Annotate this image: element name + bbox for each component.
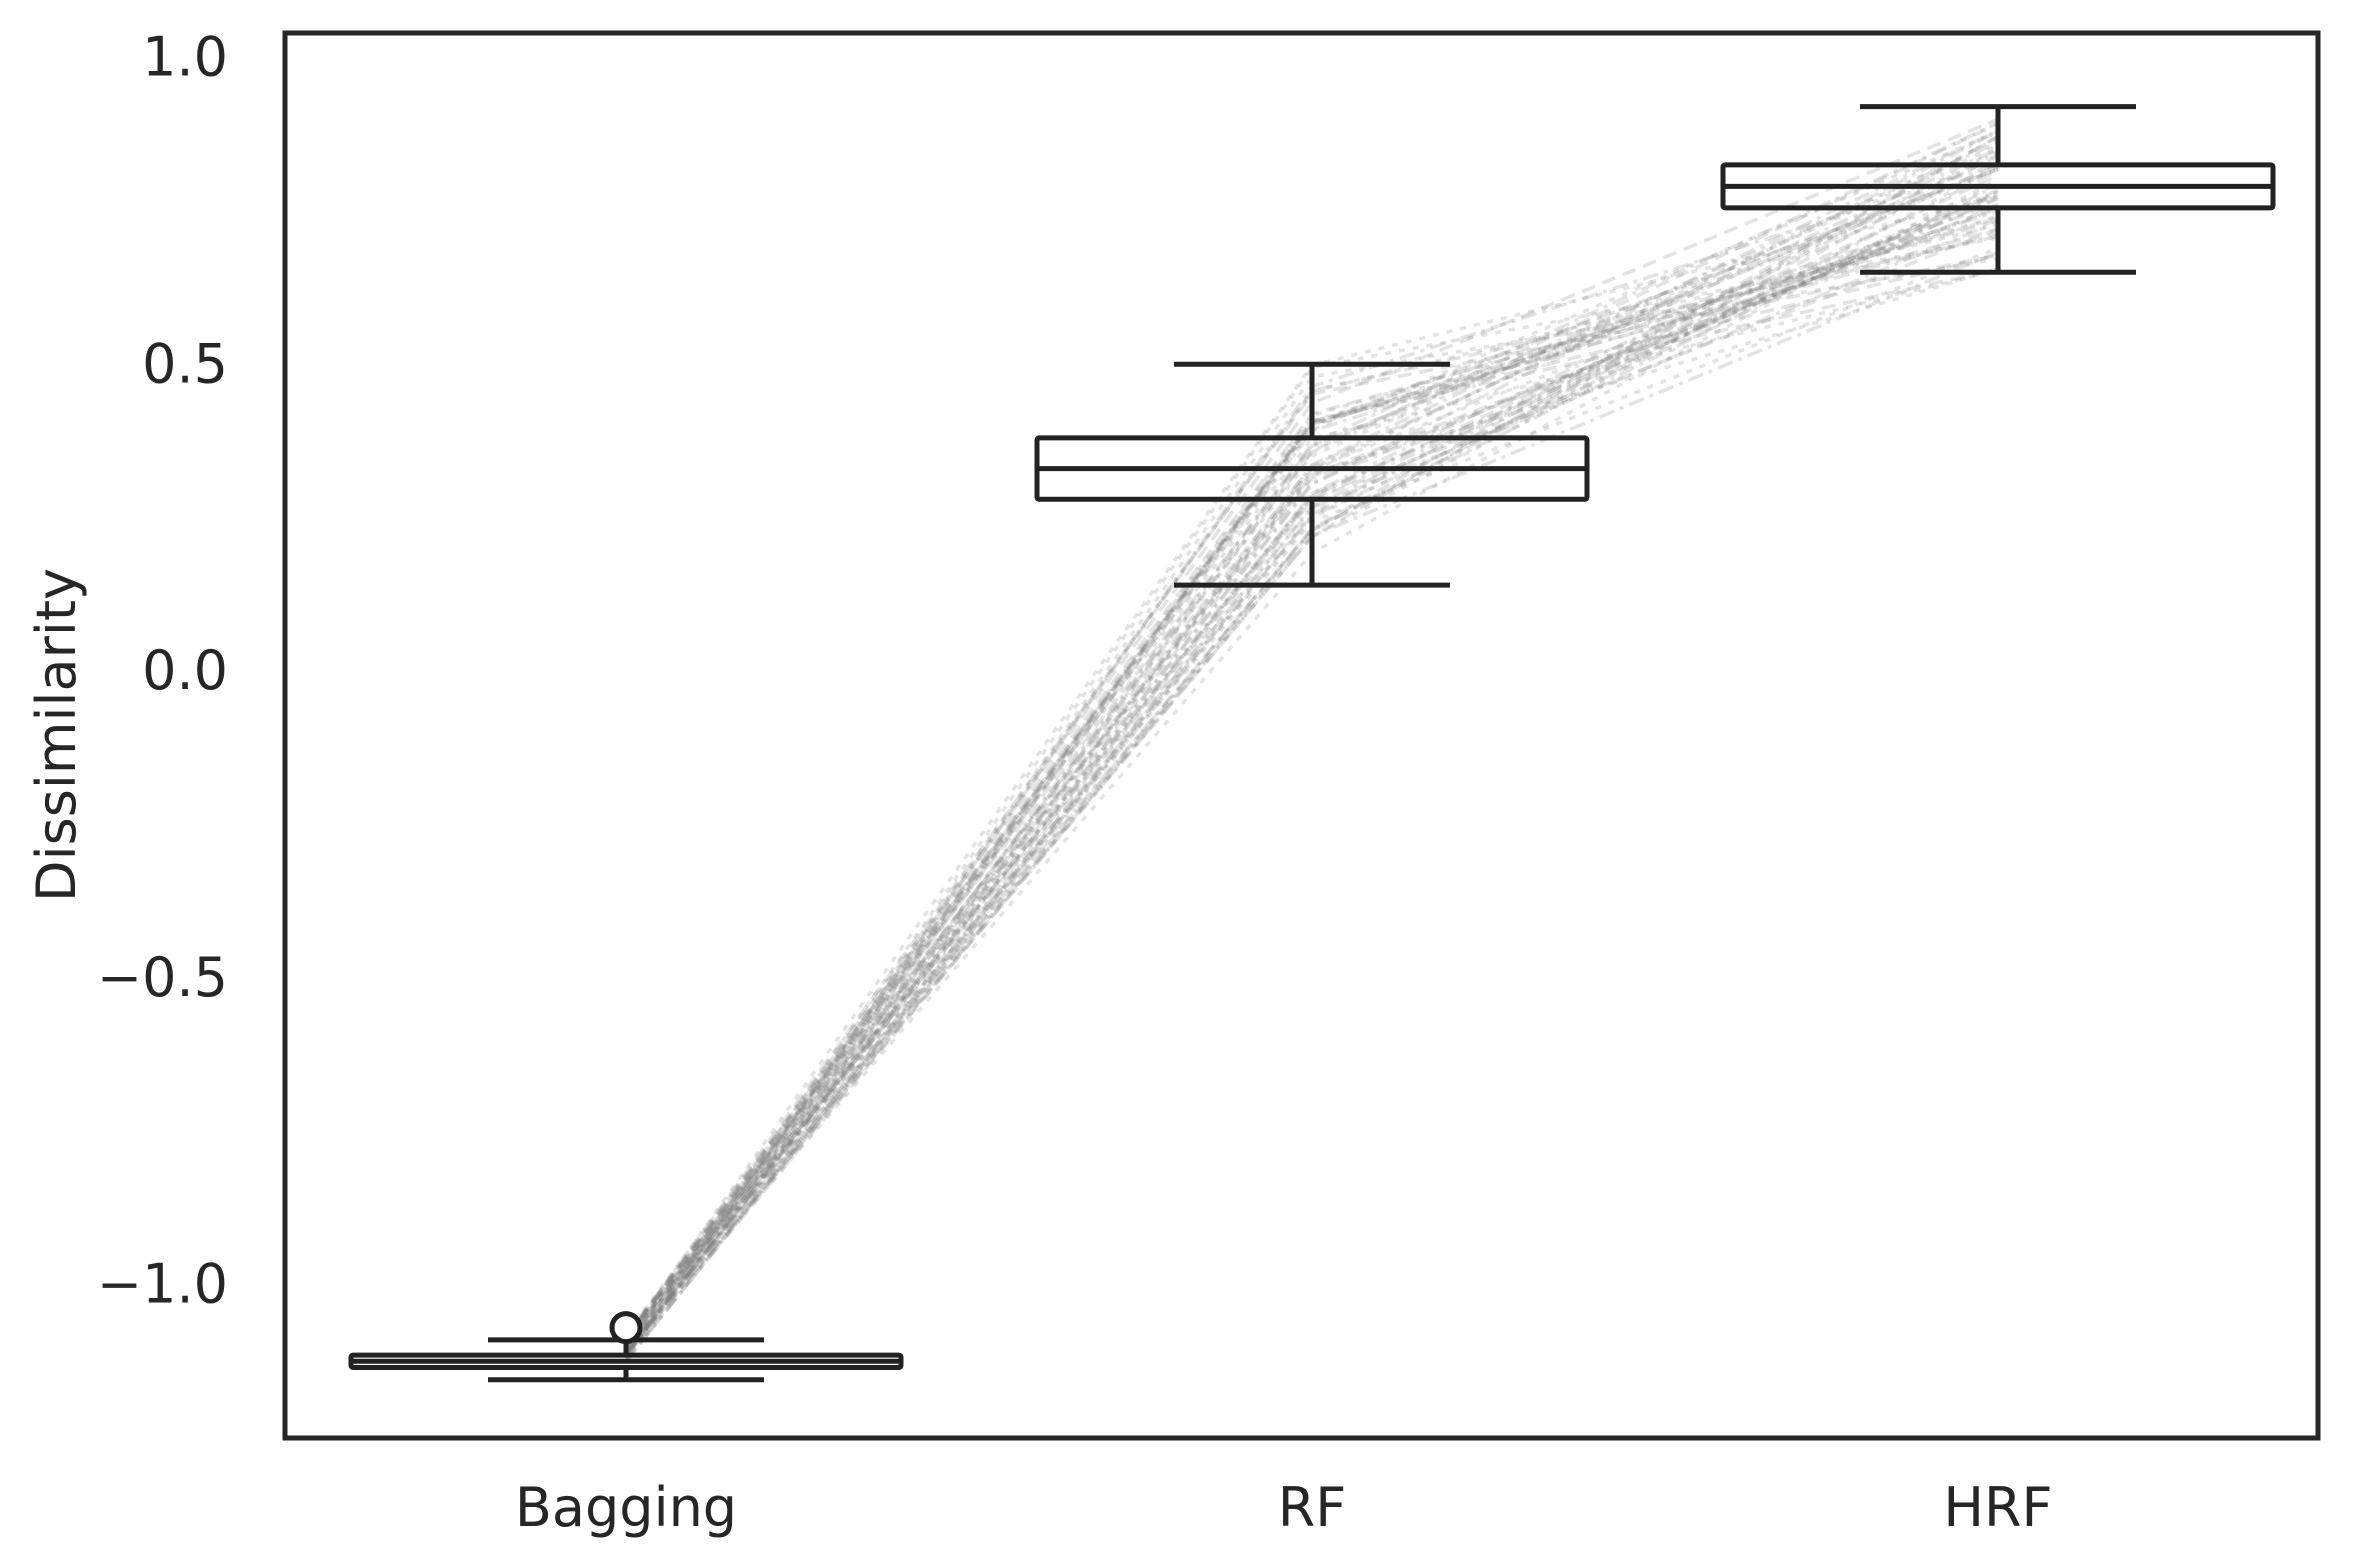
paired-line xyxy=(624,152,1999,1360)
paired-line xyxy=(624,227,1999,1341)
paired-line xyxy=(624,144,1999,1344)
y-tick-labels: 1.0 0.5 0.0 −0.5 −1.0 xyxy=(97,26,228,1316)
paired-line xyxy=(624,117,1999,1340)
paired-line xyxy=(624,234,1999,1354)
paired-line xyxy=(624,173,1999,1345)
paired-line xyxy=(624,167,1999,1358)
paired-line xyxy=(624,204,1999,1341)
plot-frame xyxy=(282,30,2321,1441)
paired-line xyxy=(624,155,1999,1336)
paired-line xyxy=(624,140,1999,1350)
paired-line xyxy=(624,195,1999,1345)
paired-line xyxy=(624,206,1999,1352)
paired-line xyxy=(624,164,1999,1339)
paired-line xyxy=(624,267,1999,1337)
paired-line xyxy=(624,162,1999,1363)
paired-line xyxy=(624,268,1999,1338)
y-axis-label: Dissimilarity xyxy=(25,568,88,902)
paired-line xyxy=(624,197,1999,1341)
box-hrf xyxy=(1720,104,2276,275)
paired-line xyxy=(624,149,1999,1357)
paired-line xyxy=(624,219,1999,1353)
x-tick-label: Bagging xyxy=(515,1476,737,1539)
paired-line xyxy=(624,193,1999,1354)
x-tick-label: RF xyxy=(1278,1476,1347,1539)
y-tick-label: 0.0 xyxy=(142,639,228,702)
paired-line xyxy=(624,128,1999,1357)
box-bagging xyxy=(348,1311,904,1383)
paired-line xyxy=(624,122,1999,1360)
x-tick-label: HRF xyxy=(1943,1476,2052,1539)
box-rf xyxy=(1034,361,1590,588)
x-tick-labels: Bagging RF HRF xyxy=(515,1476,2053,1539)
y-tick-label: −0.5 xyxy=(97,946,228,1009)
paired-line xyxy=(624,168,1999,1356)
paired-line xyxy=(624,136,1999,1357)
paired-line xyxy=(624,121,1999,1356)
y-tick-label: −1.0 xyxy=(97,1253,228,1316)
y-tick-label: 1.0 xyxy=(142,26,228,89)
outlier-point xyxy=(609,1311,643,1345)
paired-line xyxy=(624,188,1999,1340)
boxes xyxy=(348,104,2276,1383)
paired-line xyxy=(624,129,1999,1349)
paired-line xyxy=(624,164,1999,1347)
paired-line xyxy=(624,204,1999,1339)
y-tick-label: 0.5 xyxy=(142,332,228,395)
